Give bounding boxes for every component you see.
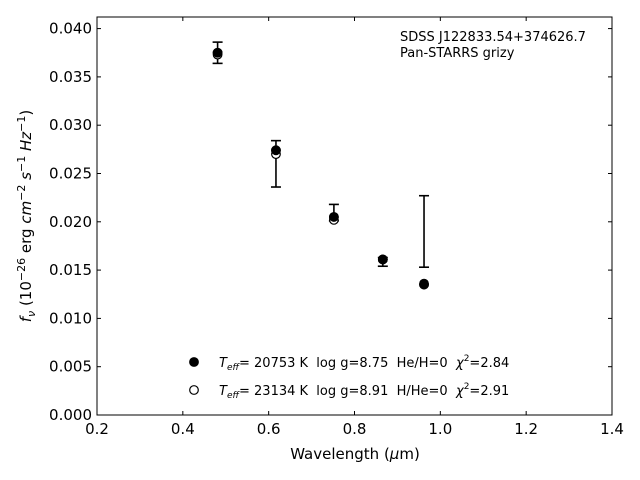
legend-label: Teff= 23134 K log g=8.91 H/He=0 χ2=2.91 — [219, 382, 509, 401]
legend-marker-filled — [189, 357, 199, 367]
y-tick-label: 0.010 — [49, 309, 92, 327]
x-tick-label: 0.8 — [343, 420, 367, 438]
y-tick-label: 0.035 — [49, 68, 92, 86]
y-ticks: 0.000 0.005 0.010 0.015 0.020 0.025 0.030 0.035… — [49, 20, 612, 424]
x-axis-title: Wavelength (μm) — [290, 445, 420, 463]
y-tick-label: 0.020 — [49, 213, 92, 231]
legend: Teff= 20753 K log g=8.75 He/H=0 χ2=2.84 T… — [189, 354, 509, 401]
y-axis-title: fν (10−26 erg cm−2 s−1 Hz−1) — [15, 110, 38, 323]
y-tick-label: 0.015 — [49, 261, 92, 279]
x-tick-label: 0.2 — [85, 420, 109, 438]
point-filled-top — [329, 212, 339, 222]
x-tick-label: 1.4 — [600, 420, 624, 438]
point-filled-top — [212, 47, 223, 58]
legend-marker-open — [189, 385, 199, 395]
error-bars — [212, 41, 430, 268]
y-tick-label: 0.025 — [49, 164, 92, 182]
point-filled-top — [271, 145, 281, 156]
x-tick-label: 1.2 — [514, 420, 538, 438]
x-tick-label: 0.6 — [257, 420, 281, 438]
y-tick-label: 0.000 — [49, 406, 92, 424]
y-tick-label: 0.040 — [49, 20, 92, 38]
x-ticks: 0.2 0.4 0.6 0.8 1.0 1.2 1.4 — [85, 17, 624, 438]
error-bar — [419, 194, 430, 268]
annotation-survey: Pan-STARRS grizy — [400, 46, 515, 61]
point-filled-top — [377, 254, 388, 265]
point-filled-top — [419, 279, 429, 290]
y-tick-label: 0.030 — [49, 116, 92, 134]
annotation-object-name: SDSS J122833.54+374626.7 — [400, 30, 586, 45]
legend-label: Teff= 20753 K log g=8.75 He/H=0 χ2=2.84 — [219, 354, 509, 373]
x-tick-label: 0.4 — [171, 420, 195, 438]
model-points — [212, 47, 429, 290]
y-tick-label: 0.005 — [49, 358, 92, 376]
x-tick-label: 1.0 — [428, 420, 452, 438]
